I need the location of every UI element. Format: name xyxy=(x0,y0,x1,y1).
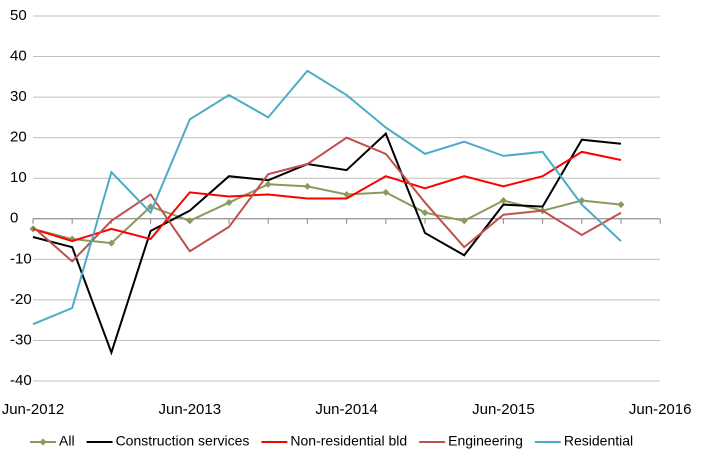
series-line xyxy=(32,131,622,356)
y-tick-label: -20 xyxy=(10,291,32,308)
y-tick-label: 0 xyxy=(10,210,18,227)
legend-label: Residential xyxy=(564,433,633,449)
x-tick-label: Jun-2012 xyxy=(2,401,65,418)
y-tick-label: 10 xyxy=(10,169,27,186)
point-marker xyxy=(382,188,390,196)
x-tick-label: Jun-2013 xyxy=(159,401,222,418)
point-marker xyxy=(499,197,507,205)
y-tick-label: -40 xyxy=(10,372,32,389)
legend-label: All xyxy=(59,433,75,449)
point-marker xyxy=(264,180,272,188)
series-line xyxy=(32,150,622,243)
series-line xyxy=(32,69,622,326)
point-marker xyxy=(343,190,351,198)
x-tick-label: Jun-2015 xyxy=(472,401,535,418)
point-marker xyxy=(421,209,429,217)
y-tick-label: 50 xyxy=(10,7,27,24)
point-marker xyxy=(303,182,311,190)
x-tick-label: Jun-2014 xyxy=(315,401,378,418)
y-tick-label: 30 xyxy=(10,88,27,105)
legend: All Construction services Non-residential … xyxy=(30,433,633,449)
point-marker xyxy=(460,217,468,225)
series-line xyxy=(32,136,622,263)
x-tick-label: Jun-2016 xyxy=(629,401,692,418)
point-marker xyxy=(186,217,194,225)
y-tick-label: 20 xyxy=(10,129,27,146)
point-marker xyxy=(617,201,625,209)
legend-marker xyxy=(39,438,47,446)
legend-label: Construction services xyxy=(116,433,250,449)
y-tick-label: 40 xyxy=(10,48,27,65)
legend-label: Engineering xyxy=(448,433,523,449)
point-marker xyxy=(225,199,233,207)
y-tick-label: -30 xyxy=(10,331,32,348)
point-marker xyxy=(107,239,115,247)
y-tick-label: -10 xyxy=(10,250,32,267)
legend-label: Non-residential bld xyxy=(290,433,407,449)
